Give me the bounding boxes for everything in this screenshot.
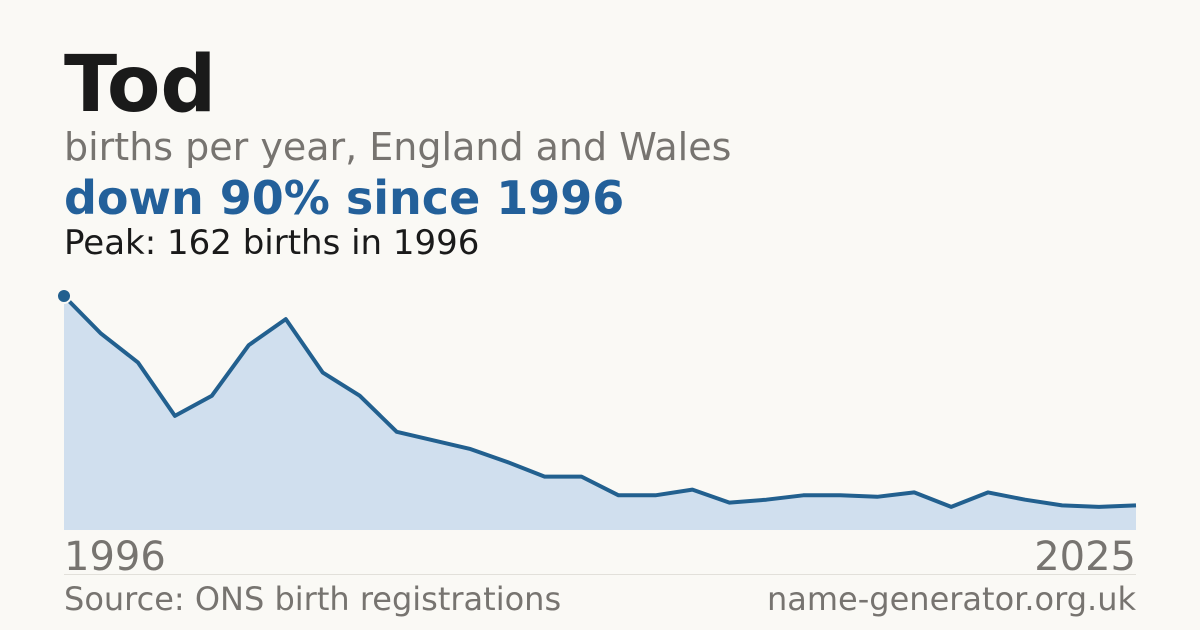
x-tick-label: 1996 <box>64 534 166 580</box>
annotation: Peak: 162 births in 1996 <box>64 223 479 263</box>
area <box>64 296 1136 530</box>
line <box>62 294 1137 509</box>
headline: down 90% since 1996 <box>64 171 624 225</box>
peak-dot <box>56 288 72 304</box>
source: Source: ONS birth registrations <box>64 580 561 618</box>
site: name-generator.org.uk <box>767 580 1136 618</box>
chart-subtitle: births per year, England and Wales <box>64 125 731 169</box>
chart-title: Tod <box>64 40 216 130</box>
x-tick-label: 2025 <box>1034 534 1136 580</box>
